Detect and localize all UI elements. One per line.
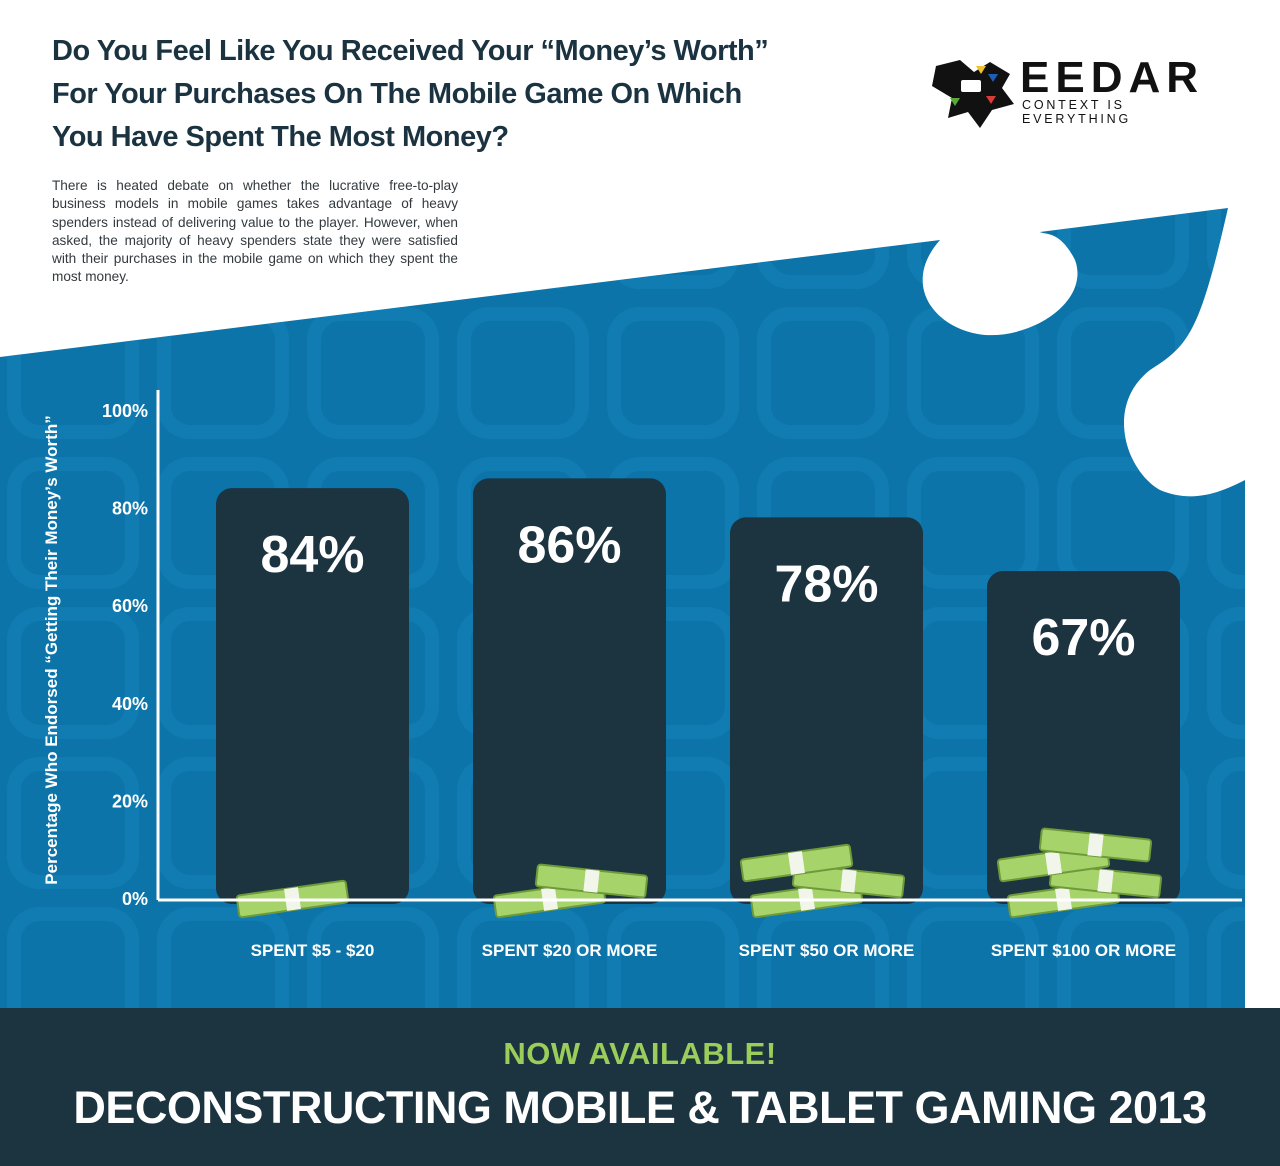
logo-wordmark: EEDAR [1020, 53, 1205, 102]
title-line: You Have Spent The Most Money? [52, 121, 509, 153]
y-tick-label: 80% [112, 499, 148, 519]
y-tick-label: 20% [112, 791, 148, 811]
banner-title: DECONSTRUCTING MOBILE & TABLET GAMING 20… [73, 1082, 1207, 1133]
title-line: Do You Feel Like You Received Your “Mone… [52, 35, 769, 67]
bar-value-label: 86% [517, 516, 621, 574]
category-label: SPENT $5 - $20 [251, 941, 375, 960]
bar [473, 478, 666, 904]
promo-banner [0, 1008, 1280, 1166]
game-controller-logo-icon [932, 60, 1014, 128]
y-tick-label: 100% [102, 401, 148, 421]
y-tick-label: 0% [122, 889, 148, 909]
bar [987, 571, 1180, 904]
bar [730, 517, 923, 904]
category-label: SPENT $50 OR MORE [739, 941, 915, 960]
y-tick-label: 60% [112, 596, 148, 616]
bar-value-label: 67% [1031, 609, 1135, 667]
title-line: For Your Purchases On The Mobile Game On… [52, 78, 742, 110]
category-label: SPENT $20 OR MORE [482, 941, 658, 960]
bar-value-label: 78% [774, 555, 878, 613]
logo-tagline: CONTEXT IS EVERYTHING [1022, 98, 1132, 126]
y-axis-label: Percentage Who Endorsed “Getting Their M… [42, 415, 61, 884]
eedar-logo: EEDAR CONTEXT IS EVERYTHING [930, 52, 1240, 132]
bar-value-label: 84% [260, 526, 364, 584]
banner-kicker: NOW AVAILABLE! [503, 1036, 777, 1071]
bar [216, 488, 409, 904]
page-title: Do You Feel Like You Received Your “Mone… [52, 30, 812, 159]
category-label: SPENT $100 OR MORE [991, 941, 1176, 960]
intro-paragraph: There is heated debate on whether the lu… [52, 178, 458, 285]
y-tick-label: 40% [112, 694, 148, 714]
